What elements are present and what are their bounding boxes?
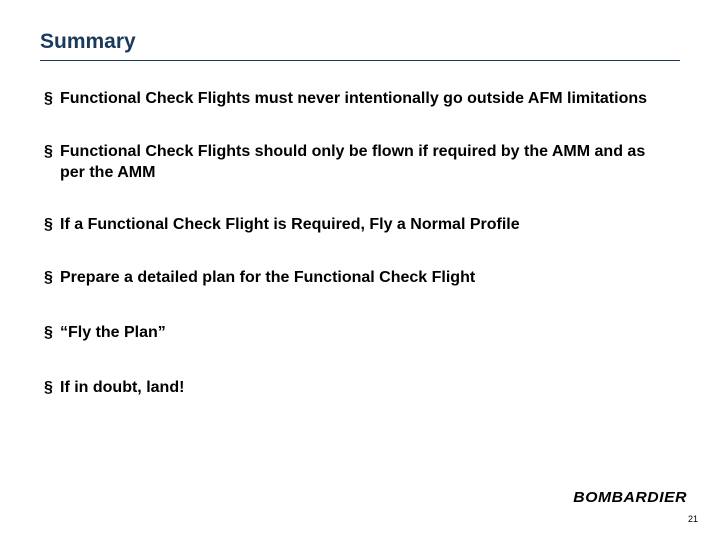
bullet-marker-icon: § <box>44 89 60 110</box>
bullet-list: § Functional Check Flights must never in… <box>40 89 680 399</box>
bullet-item: § “Fly the Plan” <box>44 323 680 344</box>
bullet-text: Functional Check Flights must never inte… <box>60 89 660 110</box>
bullet-marker-icon: § <box>44 378 60 399</box>
bullet-item: § Functional Check Flights should only b… <box>44 142 680 184</box>
bullet-marker-icon: § <box>44 215 60 236</box>
brand-logo: BOMBARDIER <box>573 489 687 506</box>
bullet-text: If in doubt, land! <box>60 378 660 399</box>
bullet-item: § If in doubt, land! <box>44 378 680 399</box>
title-divider <box>40 60 680 61</box>
bullet-item: § Functional Check Flights must never in… <box>44 89 680 110</box>
bullet-marker-icon: § <box>44 142 60 163</box>
bullet-item: § Prepare a detailed plan for the Functi… <box>44 268 680 289</box>
bullet-text: “Fly the Plan” <box>60 323 660 344</box>
bullet-marker-icon: § <box>44 323 60 344</box>
bullet-item: § If a Functional Check Flight is Requir… <box>44 215 680 236</box>
bullet-text: Prepare a detailed plan for the Function… <box>60 268 660 289</box>
slide: Summary § Functional Check Flights must … <box>0 0 720 540</box>
page-number: 21 <box>688 514 698 524</box>
bullet-text: Functional Check Flights should only be … <box>60 142 660 184</box>
bullet-text: If a Functional Check Flight is Required… <box>60 215 660 236</box>
bullet-marker-icon: § <box>44 268 60 289</box>
slide-title: Summary <box>40 30 680 54</box>
